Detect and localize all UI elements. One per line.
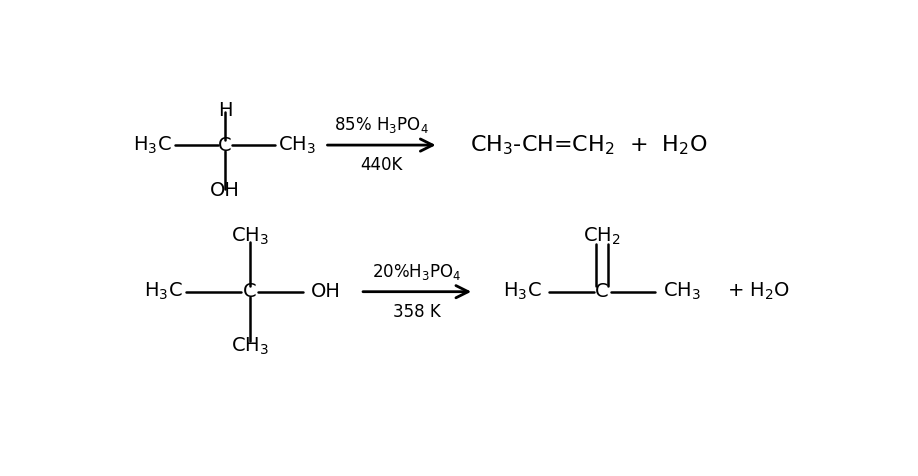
Text: CH$_3$: CH$_3$ <box>278 134 317 156</box>
Text: CH$_3$: CH$_3$ <box>231 336 269 357</box>
Text: CH$_3$-CH=CH$_2$  +  H$_2$O: CH$_3$-CH=CH$_2$ + H$_2$O <box>471 133 708 157</box>
Text: 440K: 440K <box>361 156 403 174</box>
Text: H: H <box>218 101 232 120</box>
Text: + H$_2$O: + H$_2$O <box>727 281 789 302</box>
Text: H$_3$C: H$_3$C <box>503 281 542 302</box>
Text: C: C <box>218 136 232 155</box>
Text: OH: OH <box>310 282 341 301</box>
Text: H$_3$C: H$_3$C <box>144 281 183 302</box>
Text: H$_3$C: H$_3$C <box>133 134 172 156</box>
Text: OH: OH <box>210 181 240 200</box>
Text: CH$_3$: CH$_3$ <box>663 281 700 302</box>
Text: C: C <box>243 282 257 301</box>
Text: CH$_3$: CH$_3$ <box>231 226 269 248</box>
Text: 85% H$_3$PO$_4$: 85% H$_3$PO$_4$ <box>334 115 429 135</box>
Text: 20%H$_3$PO$_4$: 20%H$_3$PO$_4$ <box>373 261 462 281</box>
Text: CH$_2$: CH$_2$ <box>583 226 621 248</box>
Text: C: C <box>595 282 609 301</box>
Text: 358 K: 358 K <box>393 303 441 321</box>
